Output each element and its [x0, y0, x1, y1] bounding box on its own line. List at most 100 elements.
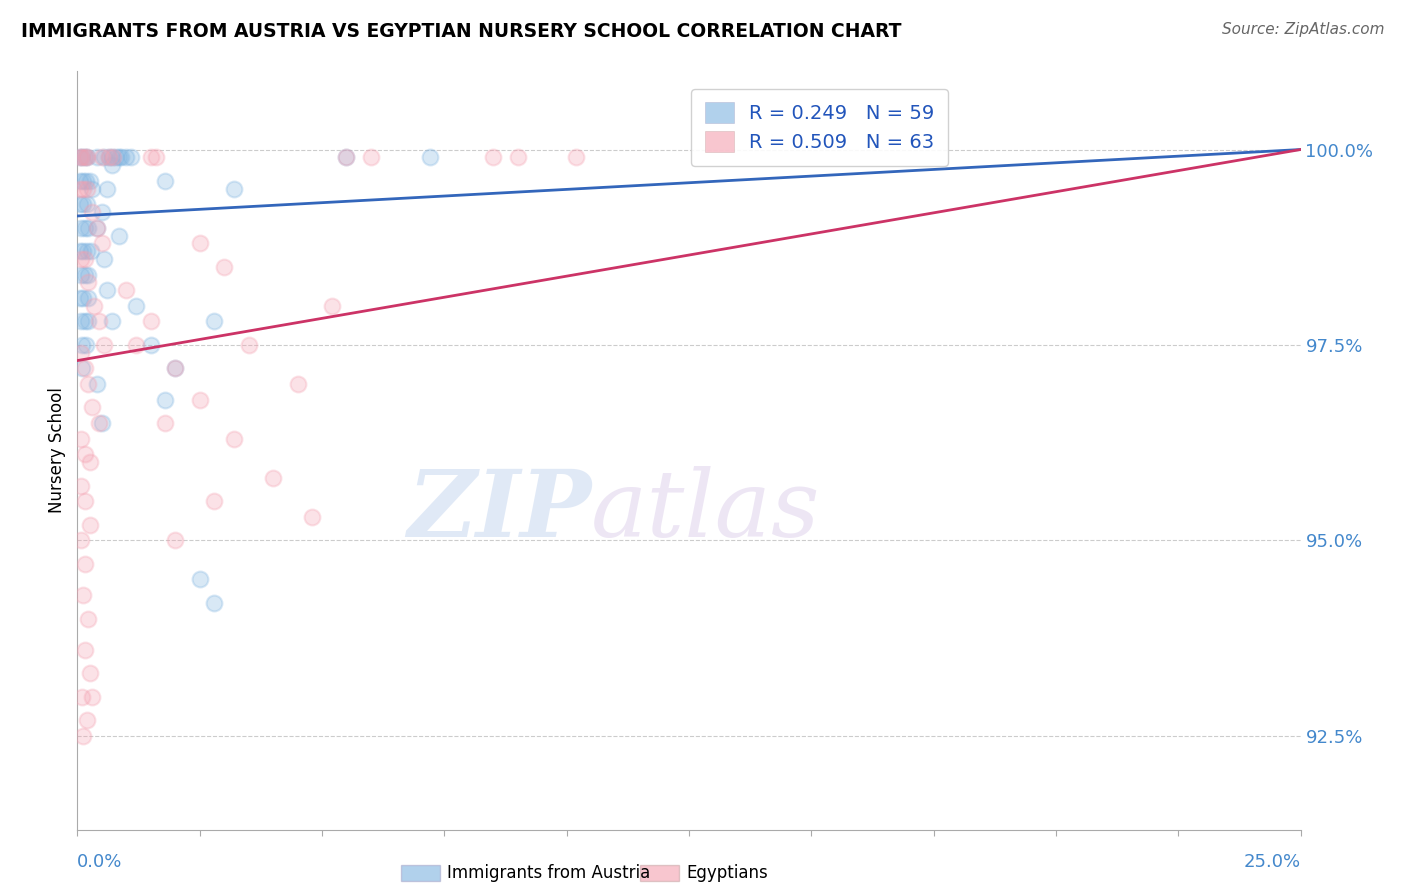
Point: [301, 509, 323, 524]
Point: [155, 416, 177, 430]
Text: 25.0%: 25.0%: [1243, 853, 1301, 871]
Point: [100, 158, 122, 172]
Point: [75, 338, 97, 352]
Point: [120, 150, 142, 164]
Point: [70, 533, 93, 548]
Point: [72, 181, 94, 195]
Point: [565, 150, 588, 164]
Point: [80, 401, 103, 415]
Point: [482, 150, 505, 164]
Point: [69, 174, 91, 188]
Point: [212, 260, 235, 274]
Point: [69, 150, 91, 164]
Point: [165, 533, 187, 548]
Point: [70, 478, 93, 492]
Point: [125, 338, 148, 352]
Text: Immigrants from Austria: Immigrants from Austria: [447, 864, 651, 882]
Point: [188, 236, 211, 251]
Point: [72, 588, 94, 602]
Point: [70, 361, 93, 376]
Point: [321, 299, 343, 313]
Point: [188, 573, 211, 587]
Point: [79, 517, 101, 532]
Point: [202, 494, 225, 508]
Point: [73, 150, 96, 164]
Point: [79, 455, 101, 469]
Point: [238, 338, 260, 352]
Point: [69, 181, 91, 195]
Point: [73, 252, 96, 266]
Point: [155, 392, 177, 407]
Point: [75, 174, 97, 188]
Point: [139, 338, 162, 352]
Point: [145, 150, 167, 164]
Point: [93, 252, 115, 266]
Point: [79, 174, 101, 188]
Point: [506, 150, 529, 164]
Point: [69, 197, 91, 211]
Point: [77, 268, 100, 282]
Point: [76, 713, 98, 727]
Text: 0.0%: 0.0%: [77, 853, 122, 871]
Point: [80, 205, 103, 219]
Point: [70, 432, 93, 446]
Point: [98, 150, 121, 164]
Point: [79, 666, 101, 681]
Point: [108, 228, 131, 243]
Point: [69, 244, 91, 259]
Point: [110, 150, 132, 164]
Point: [139, 150, 162, 164]
Point: [69, 291, 91, 305]
Point: [69, 150, 91, 164]
Point: [98, 150, 121, 164]
Point: [80, 244, 103, 259]
Point: [202, 596, 225, 610]
Point: [73, 642, 96, 657]
Point: [76, 150, 98, 164]
Point: [77, 377, 100, 392]
Point: [80, 181, 103, 195]
Point: [72, 244, 94, 259]
Point: [76, 150, 98, 164]
Point: [73, 557, 96, 571]
Point: [70, 268, 93, 282]
Text: ZIP: ZIP: [406, 467, 591, 556]
Point: [76, 181, 98, 195]
Point: [70, 345, 93, 359]
Point: [77, 276, 100, 290]
Text: Egyptians: Egyptians: [686, 864, 768, 882]
Point: [77, 314, 100, 328]
Point: [72, 174, 94, 188]
Point: [70, 690, 93, 704]
Point: [90, 416, 112, 430]
Point: [335, 150, 357, 164]
Point: [115, 150, 138, 164]
Text: Source: ZipAtlas.com: Source: ZipAtlas.com: [1222, 22, 1385, 37]
Point: [70, 338, 93, 352]
Point: [77, 611, 100, 625]
Point: [72, 197, 94, 211]
Y-axis label: Nursery School: Nursery School: [48, 387, 66, 514]
Legend: R = 0.249   N = 59, R = 0.509   N = 63: R = 0.249 N = 59, R = 0.509 N = 63: [692, 88, 948, 166]
Point: [165, 361, 187, 376]
Point: [96, 283, 118, 297]
Point: [101, 150, 124, 164]
Point: [108, 150, 131, 164]
Point: [419, 150, 441, 164]
Point: [222, 181, 245, 195]
Point: [139, 314, 162, 328]
Point: [93, 338, 115, 352]
Point: [77, 291, 100, 305]
Point: [73, 220, 96, 235]
Point: [86, 150, 108, 164]
Point: [73, 150, 96, 164]
Point: [89, 416, 111, 430]
Point: [77, 220, 100, 235]
Point: [86, 220, 108, 235]
Point: [70, 150, 93, 164]
Point: [115, 283, 138, 297]
Point: [70, 252, 93, 266]
Text: atlas: atlas: [591, 467, 821, 556]
Point: [100, 314, 122, 328]
Point: [360, 150, 382, 164]
